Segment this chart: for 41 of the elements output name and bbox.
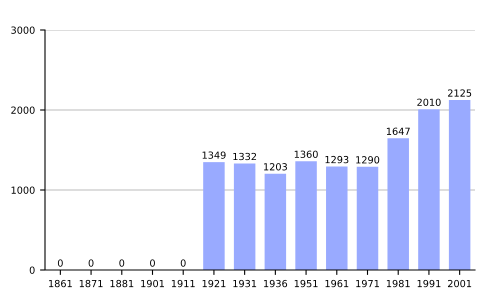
data-label: 2125 <box>448 89 472 97</box>
data-label: 2010 <box>417 98 441 106</box>
data-label: 0 <box>119 259 124 267</box>
bar <box>326 166 348 270</box>
bar <box>356 166 378 270</box>
x-tick-label: 1991 <box>418 280 440 288</box>
x-tick-label: 2001 <box>448 280 472 288</box>
data-label: 1203 <box>264 163 287 170</box>
y-tick-label: 3000 <box>11 26 35 34</box>
data-label: 1647 <box>386 128 410 135</box>
bar <box>264 174 286 270</box>
x-tick-label: 1951 <box>294 280 318 288</box>
x-tick-label: 1871 <box>80 280 103 288</box>
data-label: 0 <box>180 259 186 267</box>
bar <box>234 163 256 270</box>
data-label: 1360 <box>294 150 318 158</box>
data-label: 0 <box>88 259 94 267</box>
bar <box>295 161 317 270</box>
x-tick-label: 1921 <box>202 280 226 288</box>
x-tick-label: 1881 <box>110 280 134 288</box>
data-label: 1332 <box>233 152 256 160</box>
x-tick-label: 1911 <box>172 280 195 288</box>
data-label: 0 <box>58 259 63 267</box>
x-tick-label: 1931 <box>233 280 256 288</box>
data-label: 1290 <box>356 156 380 164</box>
bar <box>387 138 409 270</box>
y-tick-label: 0 <box>30 266 35 274</box>
data-label: 0 <box>150 259 155 267</box>
x-tick-label: 1936 <box>264 280 288 288</box>
x-tick-label: 1861 <box>49 280 72 288</box>
x-tick-label: 1981 <box>386 280 410 288</box>
bar <box>448 100 470 270</box>
x-tick-label: 1901 <box>141 280 164 288</box>
x-tick-label: 1961 <box>325 280 348 288</box>
bar <box>418 109 440 270</box>
data-label: 1349 <box>202 151 226 159</box>
y-tick-label: 2000 <box>11 106 35 114</box>
bar <box>203 162 225 270</box>
data-label: 1293 <box>325 156 348 164</box>
x-tick-label: 1971 <box>356 280 379 288</box>
y-tick-label: 1000 <box>12 186 35 194</box>
